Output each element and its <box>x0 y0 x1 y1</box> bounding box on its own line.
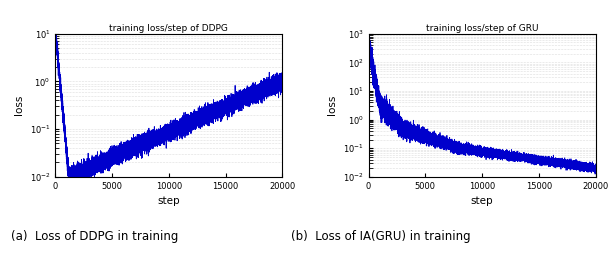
Text: (b)  Loss of IA(GRU) in training: (b) Loss of IA(GRU) in training <box>291 230 470 243</box>
Title: training loss/step of GRU: training loss/step of GRU <box>426 24 538 33</box>
X-axis label: step: step <box>157 196 180 206</box>
Title: training loss/step of DDPG: training loss/step of DDPG <box>109 24 228 33</box>
Y-axis label: loss: loss <box>14 95 24 115</box>
Y-axis label: loss: loss <box>327 95 337 115</box>
Text: (a)  Loss of DDPG in training: (a) Loss of DDPG in training <box>12 230 179 243</box>
X-axis label: step: step <box>471 196 494 206</box>
